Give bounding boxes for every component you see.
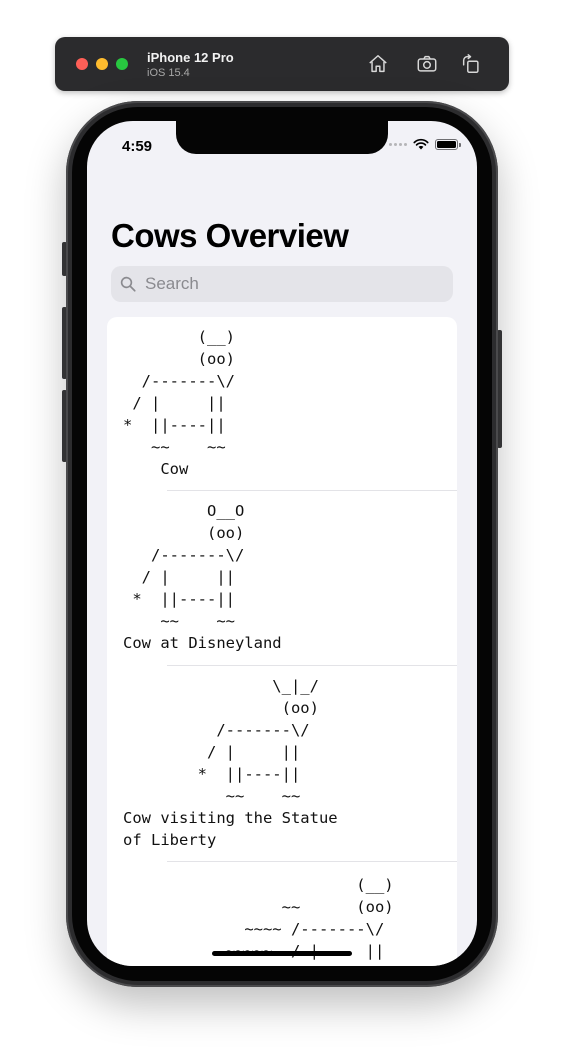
row-divider <box>167 665 457 666</box>
list-item[interactable]: \_|_/ (oo) /-------\/ / | || * ||----|| … <box>107 666 457 862</box>
cellular-signal-icon <box>389 142 407 146</box>
os-version: iOS 15.4 <box>147 67 190 79</box>
search-icon <box>120 276 136 292</box>
battery-icon <box>435 138 461 150</box>
screenshot-button[interactable] <box>414 51 440 77</box>
cow-name: Cow visiting the Statue of Liberty <box>123 809 338 849</box>
notch <box>176 121 388 154</box>
ring-switch <box>62 242 67 276</box>
rotate-button[interactable] <box>458 51 484 77</box>
home-indicator[interactable] <box>212 951 352 956</box>
status-time: 4:59 <box>122 138 153 155</box>
rotate-icon <box>462 54 479 73</box>
status-indicators <box>389 138 461 150</box>
cow-name: Cow at Disneyland <box>123 634 282 652</box>
cow-ascii-art: (__) ~~ (oo) ~~~~ /-------\/ ~~~~~ / | |… <box>226 876 394 960</box>
list-item[interactable]: O__O (oo) /-------\/ / | || * ||----|| ~… <box>107 491 457 666</box>
home-icon <box>369 55 387 73</box>
home-button[interactable] <box>365 51 391 77</box>
camera-icon <box>417 55 437 72</box>
minimize-window-button[interactable] <box>96 58 108 70</box>
volume-down-button <box>62 390 67 462</box>
row-divider <box>167 861 457 862</box>
power-button <box>497 330 502 448</box>
search-bar[interactable] <box>111 266 453 302</box>
page-title: Cows Overview <box>111 217 349 254</box>
cow-name: Cow <box>123 460 189 478</box>
cow-ascii-art: O__O (oo) /-------\/ / | || * ||----|| ~… <box>132 502 245 630</box>
zoom-window-button[interactable] <box>116 58 128 70</box>
volume-up-button <box>62 307 67 379</box>
list-item[interactable]: (__) (oo) /-------\/ / | || * ||----|| ~… <box>107 317 457 491</box>
row-divider <box>167 490 457 491</box>
device-name: iPhone 12 Pro <box>147 50 234 65</box>
cow-list[interactable]: (__) (oo) /-------\/ / | || * ||----|| ~… <box>107 317 457 966</box>
wifi-icon <box>413 138 429 150</box>
search-input[interactable] <box>143 273 443 295</box>
close-window-button[interactable] <box>76 58 88 70</box>
cow-ascii-art: \_|_/ (oo) /-------\/ / | || * ||----|| … <box>197 677 319 805</box>
cow-ascii-art: (__) (oo) /-------\/ / | || * ||----|| ~… <box>123 328 235 456</box>
phone-screen: 4:59 Cows Overview (__) (oo) / <box>87 121 477 966</box>
simulator-toolbar: iPhone 12 Pro iOS 15.4 <box>55 37 509 91</box>
